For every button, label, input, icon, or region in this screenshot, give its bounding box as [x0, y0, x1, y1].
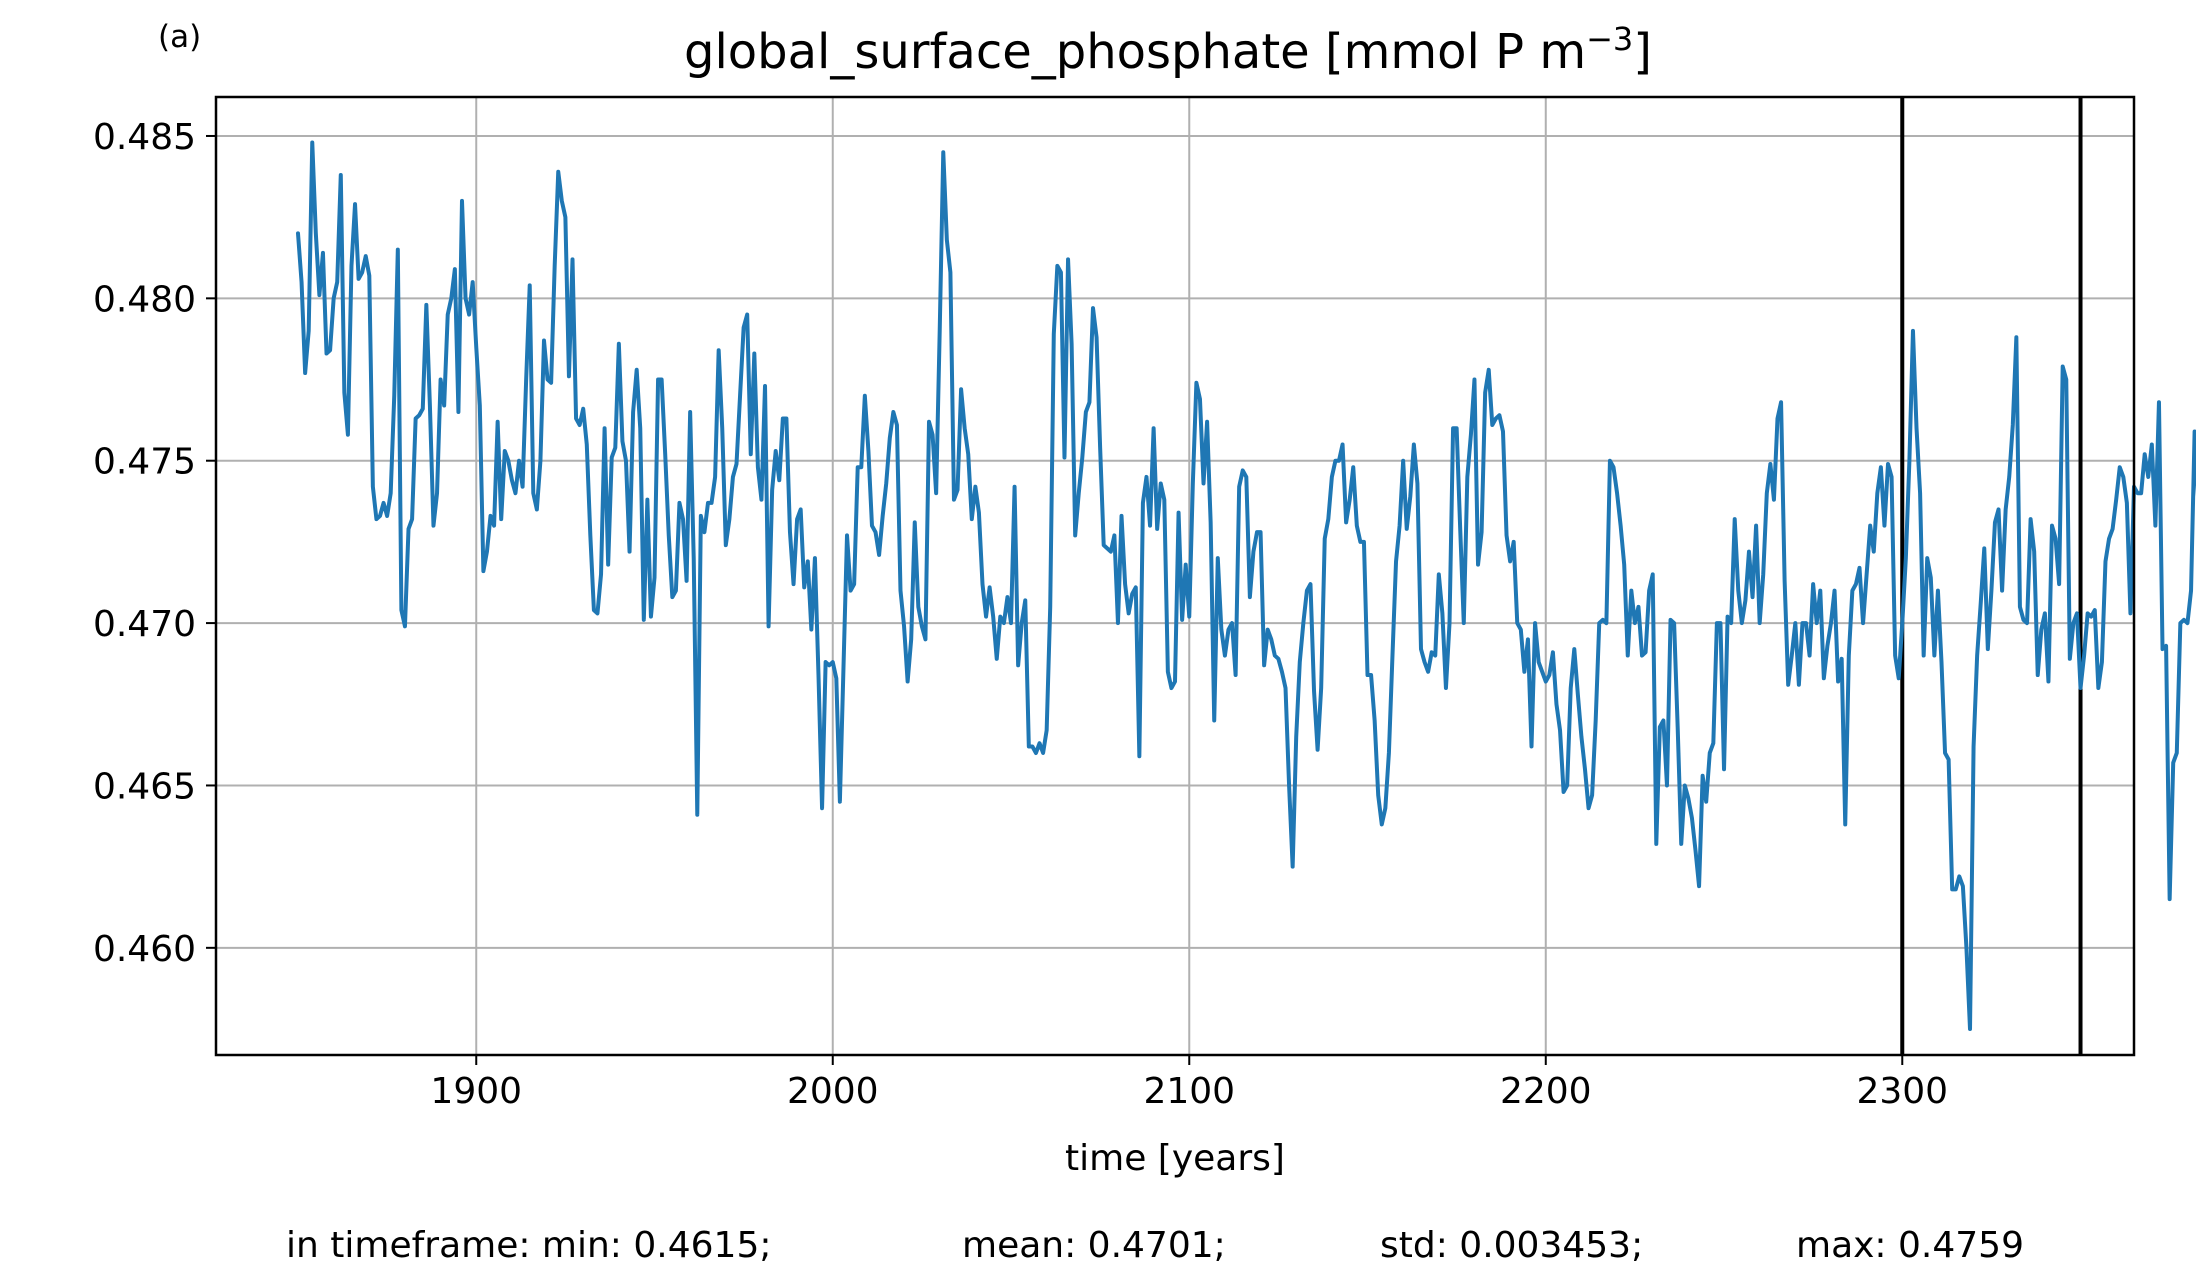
- reference-lines: [1900, 97, 2083, 1055]
- x-tick-label: 2300: [1856, 1071, 1948, 1112]
- plot-area-frame: [214, 95, 2136, 1057]
- series-layer: [296, 140, 2196, 1032]
- y-tick-label: 0.485: [93, 117, 196, 158]
- x-tick-label: 2100: [1143, 1071, 1235, 1112]
- y-tick-label: 0.475: [93, 442, 196, 483]
- chart-title: global_surface_phosphate [mmol P m−3]: [684, 20, 1652, 80]
- panel-label: (a): [158, 19, 201, 55]
- x-tick-label: 2200: [1500, 1071, 1592, 1112]
- x-tick-label: 2000: [787, 1071, 879, 1112]
- stat-max: max: 0.4759: [1796, 1225, 2024, 1263]
- y-tick-label: 0.460: [93, 929, 196, 970]
- grid-lines: [216, 97, 2134, 1055]
- x-tick-label: 1900: [430, 1071, 522, 1112]
- y-tick-label: 0.470: [93, 604, 196, 645]
- y-axis-ticks: 0.460 0.465 0.470 0.475 0.480 0.485: [93, 117, 216, 970]
- title-superscript: −3: [1586, 20, 1633, 58]
- x-axis-label: time [years]: [1065, 1138, 1285, 1179]
- y-tick-label: 0.480: [93, 279, 196, 320]
- stat-mean: mean: 0.4701;: [962, 1225, 1226, 1263]
- x-axis-ticks: 1900 2000 2100 2200 2300: [430, 1055, 1948, 1112]
- stat-min: in timeframe: min: 0.4615;: [286, 1225, 771, 1263]
- series-line: [296, 140, 2196, 1032]
- y-tick-label: 0.465: [93, 766, 196, 807]
- stat-std: std: 0.003453;: [1380, 1225, 1643, 1263]
